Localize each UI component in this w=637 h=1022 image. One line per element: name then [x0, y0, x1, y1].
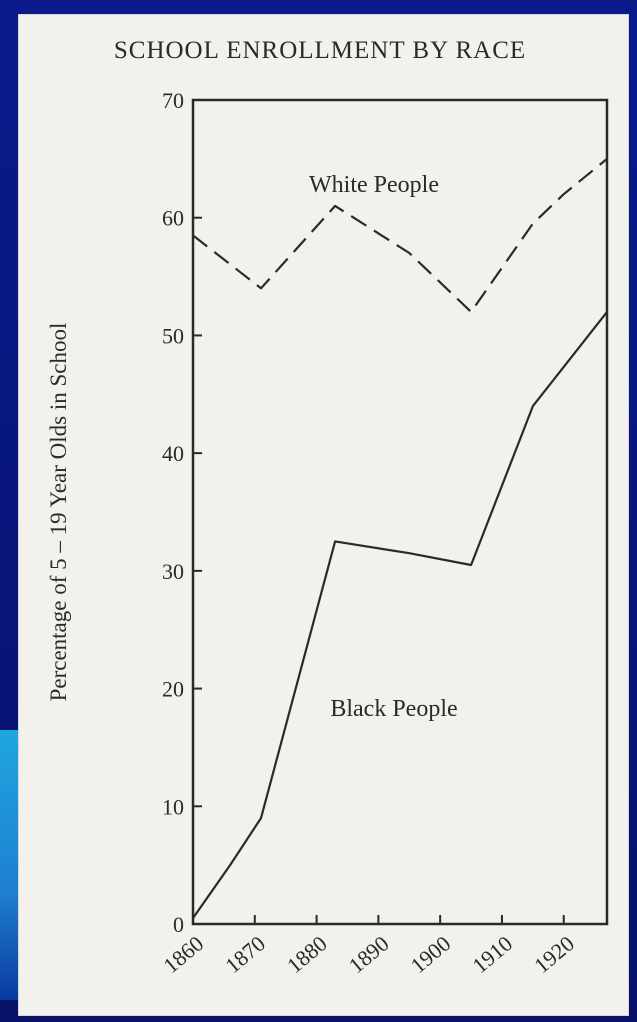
series-label-black-people: Black People — [330, 696, 457, 722]
y-tick-label: 20 — [162, 677, 184, 702]
x-tick-label: 1880 — [282, 931, 332, 978]
scanned-chart-paper — [19, 15, 628, 1015]
y-tick-label: 70 — [162, 88, 184, 113]
y-tick-label: 30 — [162, 559, 184, 584]
series-line-black-people — [192, 311, 608, 919]
y-tick-label: 0 — [173, 912, 184, 937]
plot-frame — [191, 98, 609, 926]
y-tick-label: 60 — [162, 206, 184, 231]
plot-border — [191, 98, 609, 926]
x-tick-label: 1910 — [467, 931, 517, 978]
x-tick-label: 1890 — [344, 931, 394, 978]
chart-title: SCHOOL ENROLLMENT BY RACE — [114, 37, 526, 64]
y-axis: 0 10 20 30 40 50 60 70 — [162, 88, 202, 937]
y-tick-label: 40 — [162, 441, 184, 466]
series-lines — [192, 158, 608, 919]
y-tick-label: 10 — [162, 794, 184, 819]
series-label-white-people: White People — [309, 172, 439, 198]
x-tick-label: 1860 — [158, 931, 208, 978]
series-labels: White People Black People — [309, 172, 458, 722]
x-tick-label: 1920 — [529, 931, 579, 978]
x-tick-label: 1870 — [220, 931, 270, 978]
series-line-white-people — [192, 158, 608, 313]
y-axis-title: Percentage of 5 – 19 Year Olds in School — [46, 323, 71, 702]
x-tick-label: 1900 — [406, 931, 456, 978]
y-tick-label: 50 — [162, 323, 184, 348]
